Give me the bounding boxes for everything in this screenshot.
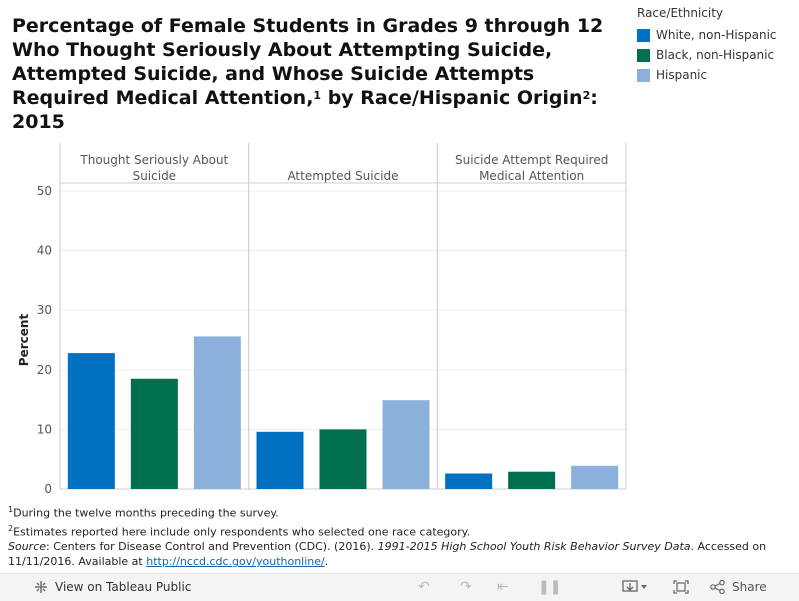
redo-button[interactable]: ↷ xyxy=(460,578,472,596)
bar-chart: 0 10 20 30 40 50 Percent Thought Seriously Abou… xyxy=(17,143,627,496)
share-button[interactable]: Share xyxy=(710,578,767,596)
tableau-toolbar: View on Tableau Public ↶ ↷ ⇤ ❚❚ Share xyxy=(0,573,799,601)
footnote-2-marker: 2 xyxy=(8,523,14,533)
tableau-logo-icon xyxy=(35,581,47,593)
source-text-end: . xyxy=(324,555,329,569)
legend-title: Race/Ethnicity xyxy=(637,6,724,20)
legend-swatch-hispanic xyxy=(637,68,650,82)
legend-label-black: Black, non-Hispanic xyxy=(656,48,775,62)
source-label: Source xyxy=(8,540,47,554)
source-note: Source: Centers for Disease Control and … xyxy=(8,539,798,569)
bar xyxy=(256,431,304,489)
panel-header-label: Suicide Attempt Required xyxy=(455,153,608,167)
y-tick-label: 40 xyxy=(37,244,52,258)
fullscreen-button[interactable] xyxy=(673,578,689,596)
bar xyxy=(508,471,556,489)
footnotes: 1During the twelve months preceding the … xyxy=(8,502,798,569)
panel-header-label: Thought Seriously About xyxy=(79,153,228,167)
legend-item-hispanic[interactable]: Hispanic xyxy=(637,65,777,85)
legend-item-white[interactable]: White, non-Hispanic xyxy=(637,25,777,45)
undo-button[interactable]: ↶ xyxy=(418,578,430,596)
title-line-4a: Required Medical Attention, xyxy=(12,87,314,109)
y-tick-label: 50 xyxy=(37,184,52,198)
fullscreen-icon xyxy=(673,580,689,594)
panel-header-label: Attempted Suicide xyxy=(287,169,398,183)
footnote-1: 1During the twelve months preceding the … xyxy=(8,502,798,521)
legend-swatch-white xyxy=(637,28,650,42)
footnote-2: 2Estimates reported here include only re… xyxy=(8,521,798,540)
share-label: Share xyxy=(732,580,767,594)
y-tick-label: 10 xyxy=(37,422,52,436)
bar xyxy=(67,353,115,489)
source-link[interactable]: http://nccd.cdc.gov/youthonline/ xyxy=(146,555,325,569)
footnote-2-text: Estimates reported here include only res… xyxy=(13,525,471,539)
title-line-2: Who Thought Seriously About Attempting S… xyxy=(12,39,553,61)
undo-icon: ↶ xyxy=(418,579,430,595)
source-text-pre: : Centers for Disease Control and Preven… xyxy=(46,540,378,554)
bar xyxy=(130,378,178,489)
bar xyxy=(571,465,619,489)
bar xyxy=(193,336,241,489)
source-title: 1991-2015 High School Youth Risk Behavio… xyxy=(377,540,691,554)
chart-title: Percentage of Female Students in Grades … xyxy=(12,14,622,134)
download-button[interactable] xyxy=(622,578,650,596)
bar xyxy=(382,400,430,489)
title-superscript-1: 1 xyxy=(313,89,322,102)
title-superscript-2: 2 xyxy=(582,89,591,102)
bar xyxy=(445,473,493,489)
share-icon xyxy=(710,580,725,594)
download-icon xyxy=(622,580,647,592)
legend: Race/Ethnicity White, non-Hispanic Black… xyxy=(637,6,777,85)
y-axis-title: Percent xyxy=(17,314,31,367)
title-line-1: Percentage of Female Students in Grades … xyxy=(12,15,604,37)
panel-header-label: Medical Attention xyxy=(479,169,584,183)
pause-icon: ❚❚ xyxy=(538,579,562,595)
y-tick-label: 20 xyxy=(37,363,52,377)
title-line-3: Attempted Suicide, and Whose Suicide Att… xyxy=(12,63,535,85)
footnote-1-text: During the twelve months preceding the s… xyxy=(13,506,279,520)
source-text-post: . Accessed on 11/11/2016. Available at xyxy=(8,540,767,569)
y-tick-label: 30 xyxy=(37,303,52,317)
legend-swatch-black xyxy=(637,48,650,62)
view-on-tableau-button[interactable]: View on Tableau Public xyxy=(34,580,191,594)
legend-label-white: White, non-Hispanic xyxy=(656,28,777,42)
legend-item-black[interactable]: Black, non-Hispanic xyxy=(637,45,777,65)
view-on-tableau-label: View on Tableau Public xyxy=(55,580,192,594)
bar xyxy=(319,429,367,489)
y-tick-label: 0 xyxy=(44,482,52,496)
legend-label-hispanic: Hispanic xyxy=(656,68,708,82)
redo-icon: ↷ xyxy=(460,579,472,595)
revert-button[interactable]: ⇤ xyxy=(497,578,509,596)
revert-icon: ⇤ xyxy=(497,579,509,595)
title-line-4c: : xyxy=(590,87,598,109)
panel-header-label: Suicide xyxy=(133,169,177,183)
footnote-1-marker: 1 xyxy=(8,505,14,514)
title-line-5: 2015 xyxy=(12,111,65,133)
title-line-4b: by Race/Hispanic Origin xyxy=(321,87,583,109)
pause-button[interactable]: ❚❚ xyxy=(538,578,561,596)
